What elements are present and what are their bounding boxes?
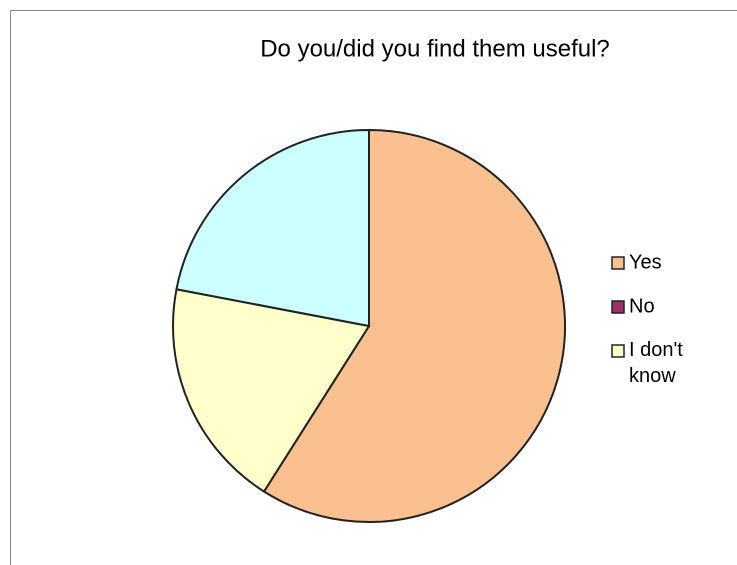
- legend-label: Yes: [629, 251, 662, 273]
- pie-slice: [262, 128, 566, 523]
- pie-slice: [172, 288, 371, 493]
- legend-swatch: [611, 300, 625, 314]
- legend-swatch: [611, 256, 625, 270]
- legend-swatch: [611, 344, 625, 358]
- pie-slice: [175, 128, 370, 328]
- legend-label: I don't know: [629, 339, 683, 387]
- legend-label: No: [629, 295, 655, 317]
- chart-title: Do you/did you find them useful?: [260, 35, 610, 62]
